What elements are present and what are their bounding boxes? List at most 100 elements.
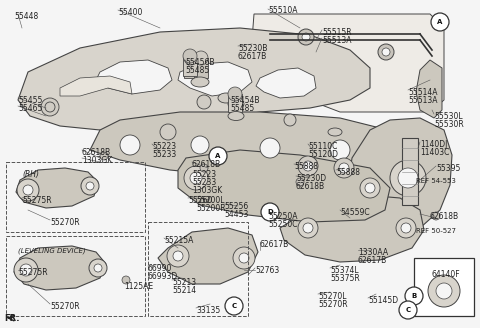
Text: 62618B: 62618B [296, 182, 325, 191]
Circle shape [298, 156, 318, 176]
Circle shape [431, 13, 449, 31]
Text: A: A [216, 153, 221, 159]
Circle shape [197, 95, 211, 109]
Text: 55270L: 55270L [318, 292, 347, 301]
Text: 1303GK: 1303GK [192, 186, 222, 195]
Ellipse shape [328, 128, 342, 136]
Text: 55270R: 55270R [50, 302, 80, 311]
Text: D: D [267, 209, 273, 215]
Text: 62618B: 62618B [82, 148, 111, 157]
Text: 55514A: 55514A [408, 88, 437, 97]
Text: 55513A: 55513A [408, 96, 437, 105]
Circle shape [200, 164, 208, 172]
Text: C: C [406, 307, 410, 313]
Bar [183, 56, 197, 76]
Circle shape [194, 51, 208, 65]
Circle shape [428, 275, 460, 307]
Circle shape [122, 276, 130, 284]
Circle shape [365, 183, 375, 193]
Circle shape [23, 185, 33, 195]
Circle shape [260, 138, 280, 158]
Circle shape [432, 212, 440, 220]
Circle shape [209, 147, 227, 165]
Text: 55395: 55395 [436, 164, 460, 173]
Circle shape [378, 44, 394, 60]
Circle shape [120, 135, 140, 155]
Text: 55223: 55223 [152, 142, 176, 151]
Circle shape [360, 178, 380, 198]
Circle shape [382, 48, 390, 56]
Text: 55223: 55223 [192, 170, 216, 179]
Text: 55375R: 55375R [330, 274, 360, 283]
Text: 55250A: 55250A [268, 212, 298, 221]
Text: 55275R: 55275R [18, 268, 48, 277]
Text: (LEVELING DEVICE): (LEVELING DEVICE) [18, 248, 85, 255]
Text: 11403C: 11403C [420, 148, 449, 157]
Bar [6, 162, 145, 232]
Text: 54453: 54453 [224, 210, 248, 219]
Text: 55213: 55213 [172, 278, 196, 287]
Circle shape [20, 264, 32, 276]
Text: A: A [437, 19, 443, 25]
Circle shape [225, 297, 243, 315]
Text: 55455: 55455 [18, 96, 42, 105]
Polygon shape [280, 195, 424, 262]
Text: 55233: 55233 [152, 150, 176, 159]
Circle shape [81, 177, 99, 195]
Ellipse shape [228, 112, 244, 120]
Circle shape [45, 102, 55, 112]
Circle shape [334, 158, 354, 178]
Text: 62617B: 62617B [238, 52, 267, 61]
Text: 52763: 52763 [255, 266, 279, 275]
Text: (RH): (RH) [22, 170, 39, 179]
Circle shape [86, 182, 94, 190]
Text: 55530R: 55530R [434, 120, 464, 129]
Polygon shape [348, 118, 452, 235]
Bar [194, 58, 208, 78]
Text: 55270R: 55270R [318, 300, 348, 309]
Text: 55120D: 55120D [308, 150, 338, 159]
Text: 55448: 55448 [14, 12, 38, 21]
Text: 55214: 55214 [172, 286, 196, 295]
Bar [6, 236, 145, 316]
Text: 55374L: 55374L [330, 266, 359, 275]
Text: 55230D: 55230D [296, 174, 326, 183]
Text: 55454B: 55454B [230, 96, 260, 105]
Circle shape [160, 124, 176, 140]
Text: 55275R: 55275R [22, 196, 52, 205]
Circle shape [100, 152, 108, 160]
Circle shape [261, 203, 279, 221]
Bar [148, 222, 248, 316]
Text: 64140F: 64140F [432, 270, 461, 279]
Text: 55230B: 55230B [238, 44, 267, 53]
Text: 55510A: 55510A [268, 6, 298, 15]
Circle shape [228, 87, 242, 101]
Circle shape [173, 251, 183, 261]
Circle shape [398, 168, 418, 188]
Circle shape [233, 247, 255, 269]
Text: 55200L: 55200L [196, 196, 225, 205]
Polygon shape [416, 60, 442, 118]
Text: B: B [411, 293, 417, 299]
Text: 55888: 55888 [336, 168, 360, 177]
Text: 55485: 55485 [185, 66, 209, 75]
Circle shape [298, 29, 314, 45]
Text: 1140DJ: 1140DJ [420, 140, 447, 149]
Text: 62617B: 62617B [358, 256, 387, 265]
Text: 1303GK: 1303GK [82, 156, 112, 165]
Circle shape [436, 283, 452, 299]
Circle shape [330, 140, 350, 160]
Text: 55270R: 55270R [50, 218, 80, 227]
Polygon shape [16, 168, 98, 208]
Circle shape [89, 259, 107, 277]
Circle shape [396, 218, 416, 238]
Text: REF 54-553: REF 54-553 [416, 178, 456, 184]
Circle shape [184, 166, 208, 190]
Text: 55110C: 55110C [308, 142, 337, 151]
Circle shape [303, 161, 313, 171]
Circle shape [303, 223, 313, 233]
Circle shape [390, 160, 426, 196]
Text: 55888: 55888 [294, 162, 318, 171]
Circle shape [183, 49, 197, 63]
Text: 55400: 55400 [118, 8, 143, 17]
